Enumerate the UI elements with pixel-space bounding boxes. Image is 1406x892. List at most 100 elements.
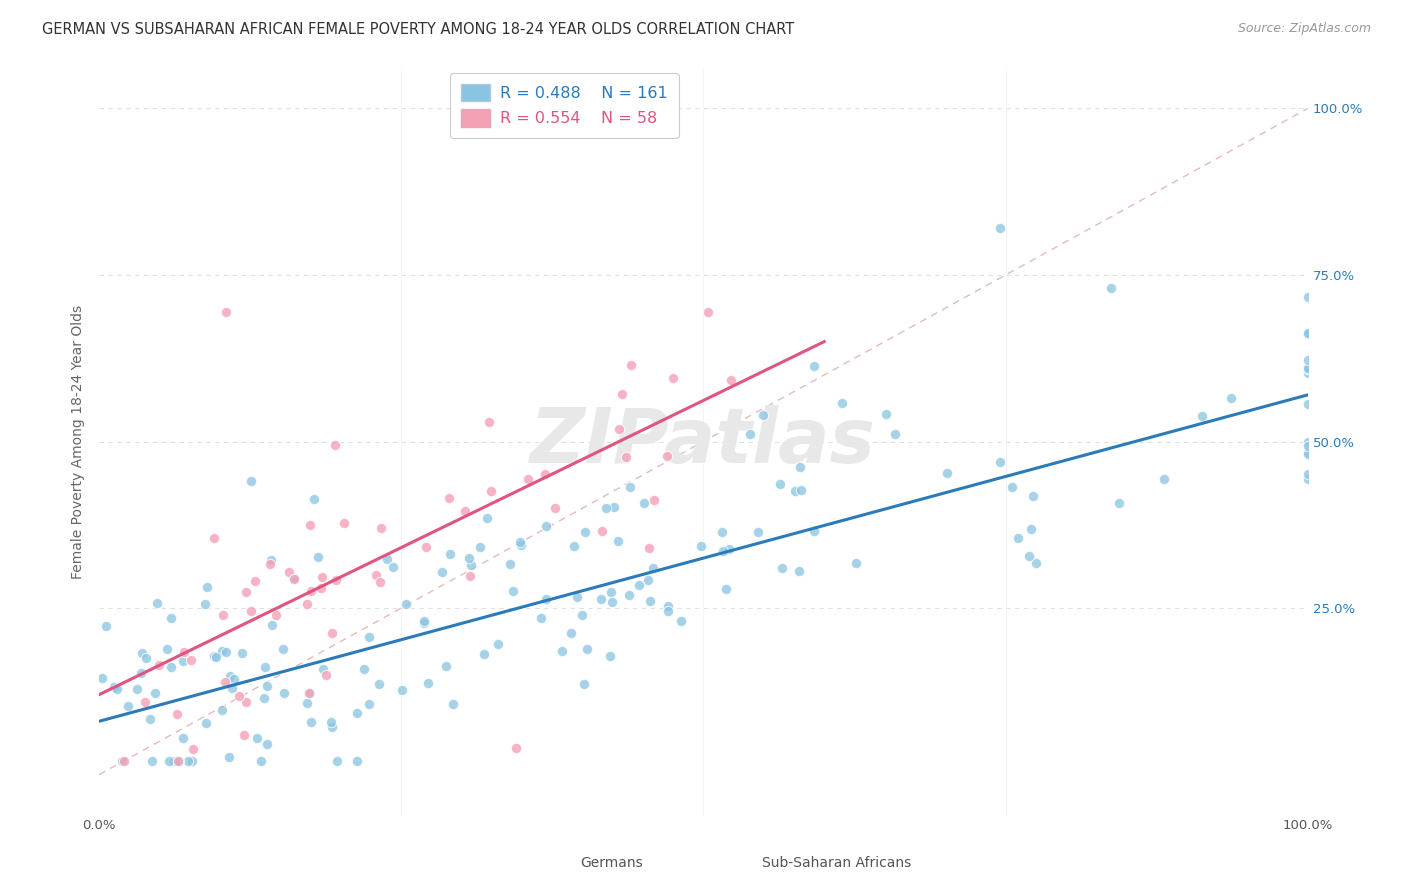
Point: [231, 646, 253, 660]
Point: [657, 599, 679, 613]
Point: [789, 459, 811, 474]
Point: [1018, 549, 1040, 564]
Point: [1296, 439, 1319, 453]
Point: [1296, 326, 1319, 341]
Point: [228, 689, 250, 703]
Point: [239, 604, 262, 618]
Point: [273, 686, 295, 700]
Point: [370, 521, 392, 535]
Point: [567, 590, 589, 604]
Point: [633, 496, 655, 510]
Y-axis label: Female Poverty Among 18-24 Year Olds: Female Poverty Among 18-24 Year Olds: [72, 304, 86, 579]
Point: [1296, 435, 1319, 450]
Point: [250, 754, 273, 768]
Point: [711, 544, 734, 558]
Point: [218, 750, 240, 764]
Point: [156, 641, 179, 656]
Point: [194, 597, 217, 611]
Point: [437, 491, 460, 505]
Point: [477, 511, 499, 525]
Point: [502, 583, 524, 598]
Point: [789, 483, 811, 497]
Point: [283, 572, 305, 586]
Point: [657, 604, 679, 618]
Point: [457, 551, 479, 566]
Point: [252, 691, 274, 706]
Point: [166, 707, 188, 722]
Point: [643, 493, 665, 508]
Point: [138, 712, 160, 726]
Point: [413, 616, 436, 631]
Point: [143, 686, 166, 700]
Point: [333, 516, 356, 530]
Point: [273, 642, 295, 657]
Point: [346, 754, 368, 768]
Point: [657, 449, 679, 463]
Point: [323, 438, 346, 452]
Point: [181, 742, 204, 756]
Point: [627, 578, 650, 592]
Point: [1007, 531, 1029, 545]
Point: [689, 539, 711, 553]
Point: [246, 731, 269, 746]
Point: [103, 681, 125, 695]
Point: [299, 584, 322, 599]
Point: [243, 574, 266, 588]
Point: [509, 535, 531, 549]
Point: [283, 571, 305, 585]
Point: [163, 754, 186, 768]
Point: [619, 480, 641, 494]
Point: [1153, 472, 1175, 486]
Point: [803, 359, 825, 373]
Point: [90, 671, 112, 685]
Point: [845, 557, 868, 571]
Point: [441, 697, 464, 711]
Point: [533, 467, 555, 482]
Point: [110, 754, 132, 768]
Point: [988, 221, 1011, 235]
Point: [235, 585, 257, 599]
Point: [195, 580, 218, 594]
Point: [295, 696, 318, 710]
Point: [312, 662, 335, 676]
Point: [460, 558, 482, 573]
Point: [637, 574, 659, 588]
Point: [1296, 352, 1319, 367]
Text: Germans: Germans: [581, 855, 643, 870]
Point: [1019, 522, 1042, 536]
Point: [1219, 391, 1241, 405]
Point: [172, 731, 194, 746]
Point: [1296, 290, 1319, 304]
Point: [534, 592, 557, 607]
Point: [297, 598, 319, 612]
Point: [510, 538, 533, 552]
Point: [574, 524, 596, 539]
Point: [129, 666, 152, 681]
Point: [669, 615, 692, 629]
Point: [346, 706, 368, 720]
Point: [803, 524, 825, 538]
Point: [173, 645, 195, 659]
Point: [486, 637, 509, 651]
Point: [166, 754, 188, 768]
Point: [696, 305, 718, 319]
Point: [172, 654, 194, 668]
Point: [1296, 447, 1319, 461]
Point: [595, 500, 617, 515]
Point: [562, 540, 585, 554]
Point: [215, 304, 238, 318]
Point: [359, 630, 381, 644]
Point: [1296, 362, 1319, 376]
Point: [353, 662, 375, 676]
Point: [599, 648, 621, 663]
Point: [277, 565, 299, 579]
Point: [415, 540, 437, 554]
Point: [436, 659, 458, 673]
Point: [214, 674, 236, 689]
Point: [505, 740, 527, 755]
Point: [205, 650, 228, 665]
Point: [1296, 397, 1319, 411]
Point: [714, 582, 737, 596]
Text: ZIPatlas: ZIPatlas: [530, 405, 876, 478]
Point: [321, 714, 343, 729]
